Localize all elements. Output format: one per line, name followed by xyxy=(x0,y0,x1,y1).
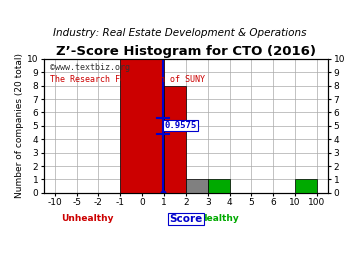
Bar xyxy=(208,180,230,193)
Y-axis label: Number of companies (20 total): Number of companies (20 total) xyxy=(15,53,24,198)
Bar xyxy=(120,59,164,193)
Bar xyxy=(186,180,208,193)
Text: The Research Foundation of SUNY: The Research Foundation of SUNY xyxy=(50,75,204,84)
Bar xyxy=(295,180,317,193)
Bar xyxy=(164,86,186,193)
Title: Z’-Score Histogram for CTO (2016): Z’-Score Histogram for CTO (2016) xyxy=(56,45,316,58)
Text: ©www.textbiz.org: ©www.textbiz.org xyxy=(50,63,130,72)
Text: Healthy: Healthy xyxy=(199,214,239,223)
Text: Unhealthy: Unhealthy xyxy=(61,214,114,223)
Text: Industry: Real Estate Development & Operations: Industry: Real Estate Development & Oper… xyxy=(53,28,307,38)
Text: Score: Score xyxy=(169,214,203,224)
Text: 0.9575: 0.9575 xyxy=(165,121,197,130)
